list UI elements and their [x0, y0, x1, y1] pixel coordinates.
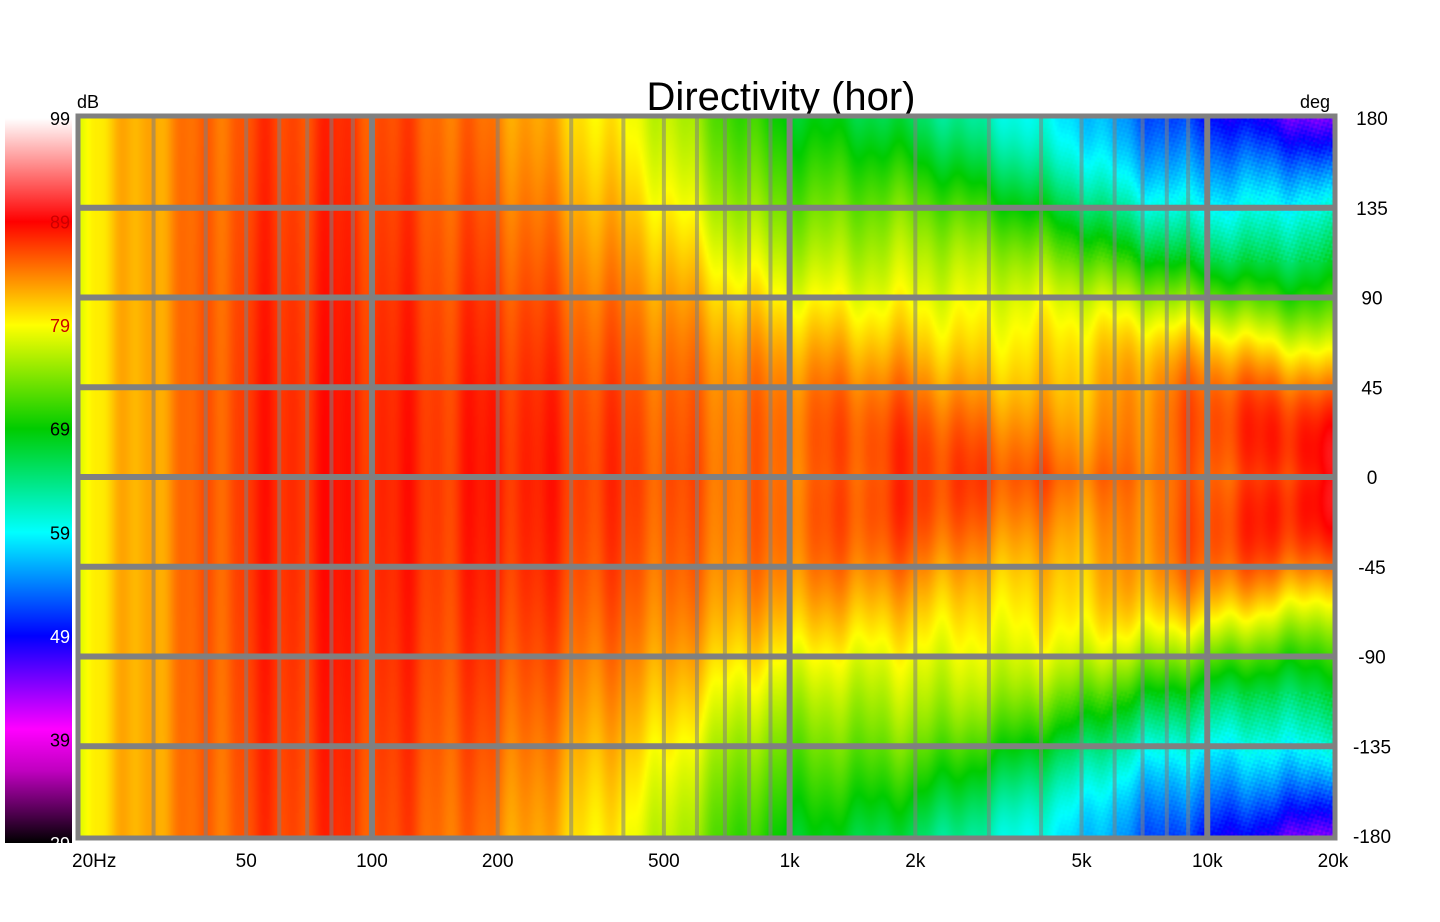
- x-axis-ticks: 20Hz 50 100 200 500 1k 2k 5k 10k 20k: [72, 851, 1349, 872]
- colorbar-tick-label: 49: [50, 627, 70, 647]
- x-axis-tick-label: 20Hz: [72, 851, 116, 872]
- colorbar-tick-label: 29: [50, 834, 70, 854]
- colorbar-tick-label: 99: [50, 109, 70, 129]
- chart-title: Directivity (hor): [647, 75, 916, 119]
- y-axis-tick-label: -180: [1353, 827, 1391, 848]
- y-axis-tick-label: 45: [1361, 378, 1382, 399]
- heatmap-plot: [80, 118, 1333, 836]
- colorbar: [5, 118, 72, 843]
- colorbar-ticks: 99 89 79 69 59 49 39 29: [50, 109, 70, 854]
- x-axis-tick-label: 2k: [905, 851, 926, 872]
- x-axis-tick-label: 50: [236, 851, 257, 872]
- y-axis-tick-label: -90: [1358, 648, 1385, 669]
- x-axis-tick-label: 1k: [780, 851, 801, 872]
- y-axis-tick-label: -135: [1353, 737, 1391, 758]
- colorbar-tick-label: 89: [50, 213, 70, 233]
- x-axis-tick-label: 100: [356, 851, 388, 872]
- plot-frame: [75, 113, 1338, 841]
- grid-lines: [80, 118, 1333, 836]
- y-axis-unit-label: deg: [1300, 92, 1330, 112]
- y-axis-tick-label: -45: [1358, 558, 1385, 579]
- y-axis-tick-label: 135: [1356, 199, 1388, 220]
- x-axis-tick-label: 500: [648, 851, 680, 872]
- colorbar-tick-label: 69: [50, 420, 70, 440]
- x-axis-tick-label: 10k: [1192, 851, 1223, 872]
- y-axis-tick-label: 0: [1367, 468, 1378, 489]
- y-axis-tick-label: 90: [1361, 289, 1382, 310]
- colorbar-tick-label: 79: [50, 316, 70, 336]
- x-axis-tick-label: 20k: [1318, 851, 1349, 872]
- x-axis-tick-label: 5k: [1072, 851, 1093, 872]
- colorbar-tick-label: 59: [50, 523, 70, 543]
- y-axis-tick-label: 180: [1356, 109, 1388, 130]
- y-axis-ticks: 180 135 90 45 0 -45 -90 -135 -180: [1353, 109, 1391, 848]
- colorbar-unit-label: dB: [77, 92, 99, 112]
- x-axis-tick-label: 200: [482, 851, 514, 872]
- colorbar-tick-label: 39: [50, 730, 70, 750]
